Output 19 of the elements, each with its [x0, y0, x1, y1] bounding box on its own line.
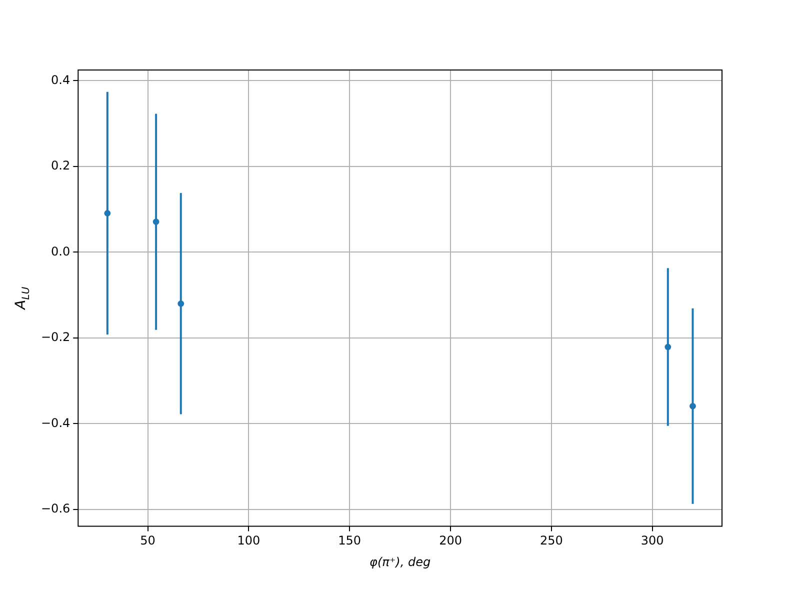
point	[178, 300, 184, 307]
x-tick-label: 150	[338, 534, 362, 548]
point	[664, 344, 672, 350]
y-tick-label: −0.2	[41, 330, 70, 344]
x-tick-label: 100	[237, 534, 260, 548]
x-tick-label: 300	[640, 534, 664, 548]
x-tick-label: 250	[540, 534, 563, 548]
y-tick-label: −0.4	[41, 416, 70, 430]
y-tick-label: 0.2	[51, 158, 70, 173]
y-tick-label: 0.4	[51, 72, 70, 87]
point	[690, 402, 696, 410]
point	[152, 218, 160, 225]
y-tick-label: 0.0	[51, 244, 70, 258]
point	[104, 210, 111, 216]
y-tick-label: −0.6	[41, 502, 70, 516]
x-tick-label: 50	[140, 534, 156, 548]
y-axis-title: ALU	[13, 286, 32, 310]
x-axis-title: φ(π⁺), deg	[370, 554, 431, 569]
x-tick-label: 200	[439, 534, 462, 548]
